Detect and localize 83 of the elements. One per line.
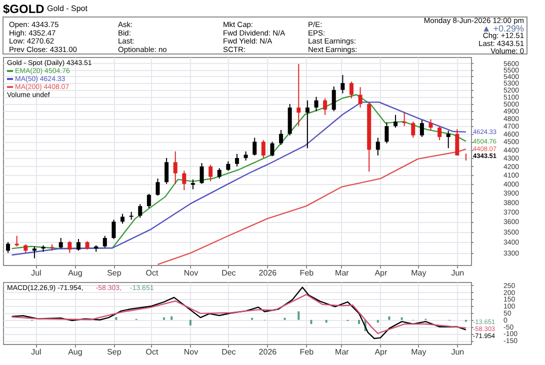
candlestick — [358, 86, 362, 108]
bar — [115, 317, 118, 320]
x-tick-label: Apr — [374, 348, 388, 356]
bar — [325, 320, 328, 323]
bar — [163, 317, 166, 320]
candlestick — [164, 158, 169, 184]
candlestick — [314, 96, 318, 112]
bar — [400, 317, 403, 320]
candlestick — [305, 100, 310, 149]
x-tick-label: Nov — [184, 348, 198, 356]
candlestick — [146, 193, 151, 208]
candlestick — [226, 160, 230, 172]
candlestick — [411, 121, 416, 138]
candlestick — [428, 118, 433, 130]
x-tick-label: Oct — [146, 268, 159, 278]
x-tick-label: Aug — [68, 268, 82, 278]
candlestick — [438, 126, 442, 141]
candlestick — [32, 246, 36, 259]
candlestick — [112, 219, 116, 240]
candlestick — [376, 137, 380, 156]
bar — [376, 320, 379, 323]
candlestick — [446, 130, 450, 149]
x-tick-label: May — [411, 268, 426, 278]
x-tick-label: Aug — [68, 348, 82, 356]
x-tick-label: 2026 — [258, 348, 278, 356]
candlestick — [384, 122, 389, 144]
x-tick-label: Sep — [107, 268, 122, 278]
candlestick — [173, 150, 178, 184]
candlestick — [349, 81, 354, 99]
x-tick-label: 2026 — [258, 268, 278, 278]
candlestick — [120, 213, 125, 224]
candlestick — [182, 170, 186, 191]
text: ▲ +0.29% — [482, 24, 524, 34]
bar — [189, 320, 192, 326]
candlestick — [235, 153, 239, 167]
x-tick-label: Mar — [335, 348, 350, 356]
bar — [298, 311, 300, 320]
candlestick — [68, 240, 72, 254]
bar — [310, 320, 312, 324]
candlestick — [261, 140, 266, 158]
candlestick — [138, 204, 142, 218]
x-tick-label: Jun — [451, 268, 464, 278]
candlestick — [323, 98, 328, 116]
candlestick — [200, 162, 204, 184]
x-tick-label: Sep — [107, 348, 122, 356]
candlestick — [58, 237, 63, 250]
x-tick-label: Jul — [31, 268, 42, 278]
candlestick — [6, 242, 10, 254]
candlestick — [156, 178, 160, 196]
candlestick — [420, 120, 424, 138]
bar — [358, 320, 360, 324]
x-tick-label: Jul — [31, 348, 42, 356]
candlestick — [102, 235, 107, 248]
x-tick-label: Nov — [184, 268, 198, 278]
candlestick — [14, 235, 19, 247]
candlestick — [394, 114, 398, 128]
candlestick — [208, 164, 213, 182]
x-tick-label: Feb — [300, 348, 314, 356]
x-tick-label: Apr — [374, 268, 388, 278]
bar — [170, 316, 173, 320]
chart-subtitle: Gold - Spot — [47, 4, 88, 13]
candlestick — [270, 141, 274, 157]
x-tick-label: Oct — [146, 348, 159, 356]
candlestick — [190, 178, 195, 190]
line-series — [11, 294, 467, 334]
x-tick-label: Feb — [300, 268, 314, 278]
chart-title: $GOLD — [3, 2, 45, 16]
candlestick — [279, 129, 284, 146]
candlestick — [252, 137, 257, 156]
candlestick — [217, 168, 222, 180]
candlestick — [76, 238, 80, 252]
bar — [388, 316, 390, 320]
x-tick-label: Mar — [335, 268, 350, 278]
candlestick — [296, 63, 301, 127]
candlestick — [244, 150, 248, 162]
x-tick-label: Dec — [222, 268, 236, 278]
candlestick — [340, 74, 345, 94]
x-tick-label: May — [411, 348, 426, 356]
x-tick-label: Dec — [222, 348, 236, 356]
candlestick — [455, 128, 460, 156]
candlestick — [332, 86, 336, 112]
x-tick-label: Jun — [451, 348, 464, 356]
candlestick — [402, 112, 406, 127]
